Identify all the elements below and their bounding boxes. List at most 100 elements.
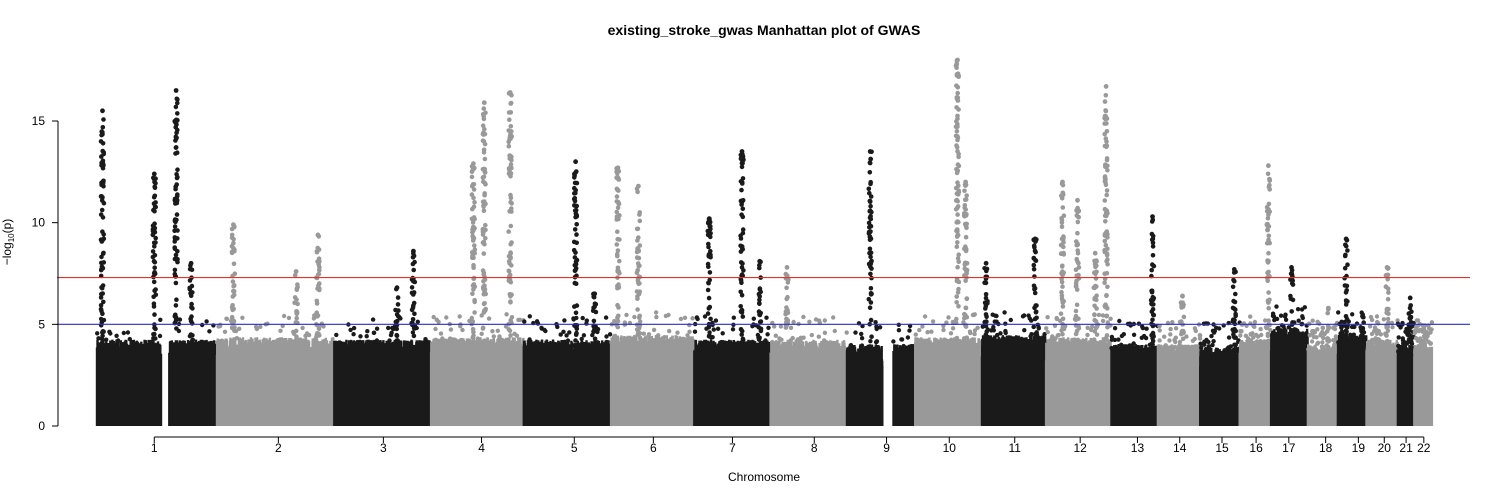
snp-point [440, 336, 445, 341]
snp-point [1332, 342, 1337, 347]
snp-point [956, 338, 961, 344]
snp-point [506, 327, 512, 332]
snp-point [508, 192, 513, 198]
snp-point [1386, 290, 1391, 295]
snp-point [1104, 139, 1109, 144]
snp-point [1053, 336, 1058, 341]
snp-point [157, 333, 163, 339]
snp-point [707, 277, 712, 283]
snp-point [1317, 321, 1322, 326]
x-tick-label-chr-9: 9 [883, 441, 890, 455]
peak-snp-point [955, 57, 960, 63]
snp-point [1265, 227, 1270, 233]
snp-point [1109, 337, 1115, 342]
snp-point [152, 225, 158, 231]
snp-point [189, 321, 195, 326]
snp-point [1266, 290, 1271, 295]
snp-point [984, 268, 989, 274]
snp-point [964, 335, 970, 341]
snp-point [190, 337, 195, 343]
snp-point [905, 335, 911, 340]
snp-point [1295, 307, 1301, 312]
snp-point [707, 270, 713, 275]
snp-point [1326, 350, 1332, 355]
peak-snp-point [1343, 236, 1349, 242]
snp-point [983, 274, 989, 280]
snp-point [963, 213, 969, 218]
snp-point [1180, 300, 1185, 306]
snp-point [635, 268, 640, 273]
chromosome-15-bulk [1199, 346, 1241, 426]
snp-point [1073, 331, 1079, 337]
snp-point [946, 315, 951, 320]
snp-point [1343, 332, 1349, 338]
snp-point [1075, 241, 1080, 246]
snp-point [230, 303, 235, 308]
peak-snp-point [231, 222, 236, 228]
snp-point [956, 259, 961, 265]
snp-point [99, 320, 105, 325]
snp-point [480, 175, 486, 180]
snp-point [956, 188, 961, 193]
snp-point [739, 164, 745, 170]
snp-point [410, 254, 416, 260]
snp-point [923, 338, 929, 344]
snp-point [1104, 208, 1110, 214]
snp-point [1102, 99, 1108, 104]
snp-point [1150, 349, 1156, 355]
x-tick-label-chr-7: 7 [729, 441, 736, 455]
snp-point [481, 208, 487, 213]
snp-point [868, 317, 874, 323]
snp-point [1386, 339, 1391, 345]
snp-point [1331, 325, 1336, 331]
snp-point [1184, 334, 1189, 339]
snp-point [1414, 318, 1420, 323]
snp-point [1266, 305, 1271, 311]
snp-point [95, 331, 100, 336]
snp-point [1104, 157, 1110, 163]
peak-snp-point [1103, 84, 1109, 89]
snp-point [1230, 317, 1236, 323]
snp-point [1119, 342, 1124, 347]
snp-point [1396, 335, 1401, 340]
snp-point [173, 134, 179, 139]
snp-point [1314, 335, 1319, 340]
chromosome-12-points [1044, 84, 1113, 426]
threshold-lines [57, 276, 1470, 325]
snp-point [1100, 318, 1106, 324]
snp-point [173, 303, 179, 308]
chart-title: existing_stroke_gwas Manhattan plot of G… [608, 22, 921, 38]
snp-point [1250, 344, 1256, 350]
snp-point [188, 293, 194, 299]
snp-point [779, 337, 784, 342]
snp-point [637, 281, 642, 286]
snp-point [954, 300, 959, 305]
snp-point [1104, 337, 1109, 342]
snp-point [713, 318, 719, 323]
snp-point [316, 271, 322, 277]
snp-point [982, 319, 987, 325]
x-tick-label-chr-19: 19 [1352, 441, 1366, 455]
snp-point [756, 325, 761, 330]
snp-point [963, 246, 969, 251]
snp-point [314, 298, 320, 304]
snp-point [1252, 319, 1258, 325]
snp-point [1104, 192, 1109, 198]
snp-point [1151, 302, 1156, 307]
snp-point [1248, 314, 1253, 319]
snp-point [101, 299, 106, 305]
snp-point [1109, 345, 1114, 351]
snp-point [1395, 318, 1400, 323]
snp-point [634, 226, 640, 232]
snp-point [1343, 290, 1349, 295]
snp-point [637, 212, 642, 217]
snp-point [765, 332, 770, 337]
snp-point [1362, 339, 1367, 345]
snp-point [955, 90, 960, 96]
snp-point [867, 199, 873, 204]
x-tick-label-chr-14: 14 [1173, 441, 1187, 455]
snp-point [99, 194, 104, 199]
snp-point [421, 346, 426, 351]
snp-point [772, 324, 777, 329]
snp-point [314, 310, 320, 316]
